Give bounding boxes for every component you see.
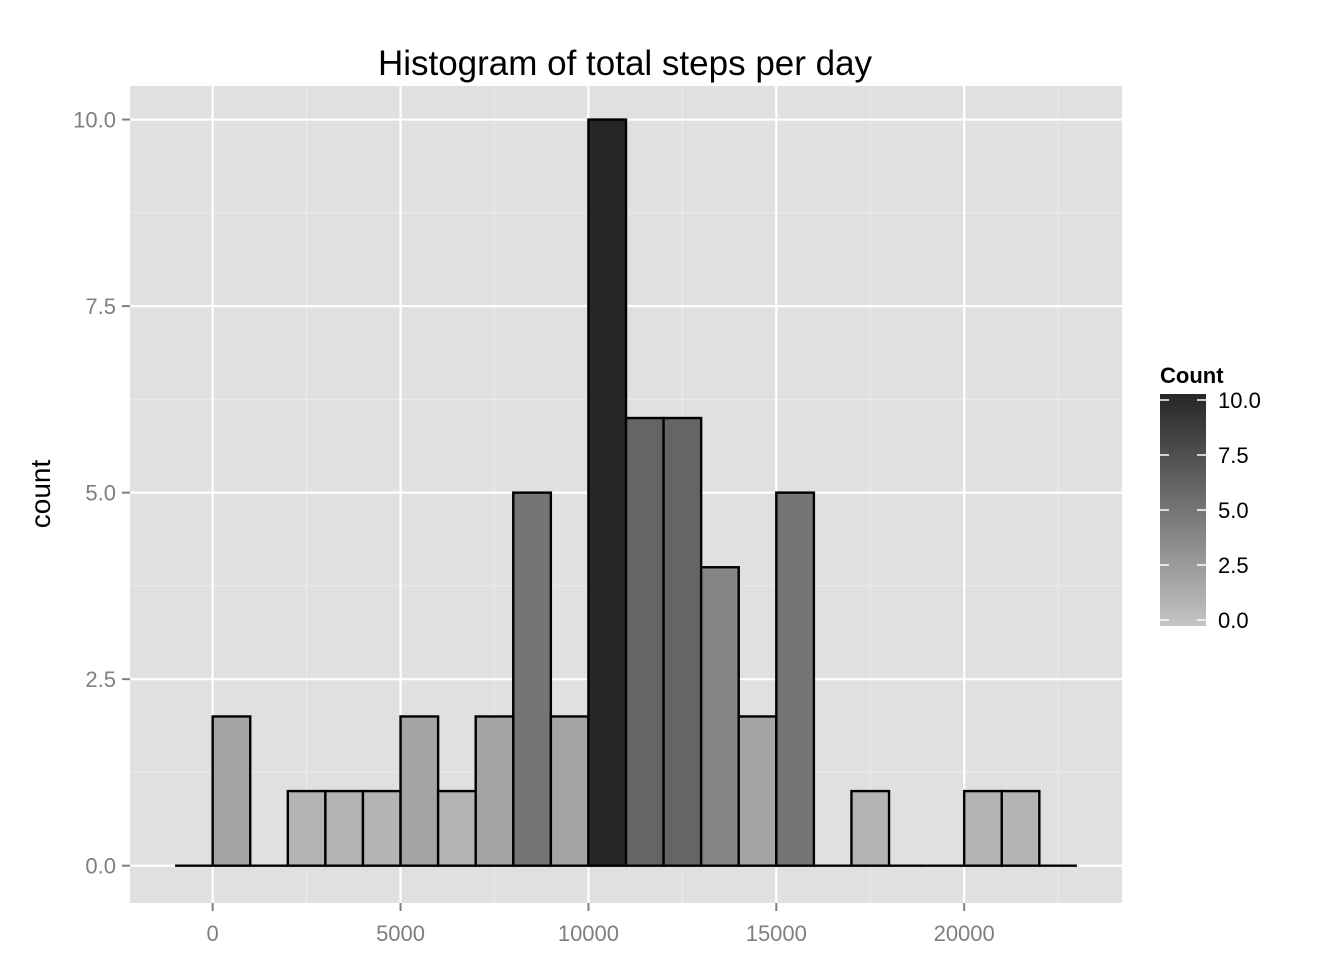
histogram-bar xyxy=(850,789,891,867)
y-tick-label: 10.0 xyxy=(73,108,116,133)
x-axis: 0 5000 10000 15000 20000 xyxy=(207,903,995,946)
y-tick-label: 5.0 xyxy=(85,481,116,506)
legend-ticks: 0.0 2.5 5.0 7.5 10.0 xyxy=(1160,388,1261,633)
histogram-bar xyxy=(512,491,553,867)
histogram-bar xyxy=(662,416,703,867)
histogram-bar xyxy=(737,715,778,867)
y-tick-label: 0.0 xyxy=(85,854,116,879)
histogram-bar xyxy=(549,715,590,867)
histogram-bar xyxy=(962,789,1003,867)
legend-tick-label: 7.5 xyxy=(1218,443,1249,468)
histogram-bar xyxy=(775,491,816,867)
y-tick-label: 7.5 xyxy=(85,294,116,319)
x-tick-label: 15000 xyxy=(746,921,807,946)
histogram-bar xyxy=(399,715,440,867)
histogram-bar xyxy=(361,789,402,867)
x-tick-label: 10000 xyxy=(558,921,619,946)
y-tick-label: 2.5 xyxy=(85,667,116,692)
x-tick-label: 0 xyxy=(207,921,219,946)
histogram-bar xyxy=(324,789,365,867)
legend-tick-label: 10.0 xyxy=(1218,388,1261,413)
legend-tick-label: 0.0 xyxy=(1218,608,1249,633)
histogram-bar xyxy=(699,566,740,867)
count-legend: Count 0.0 2.5 5.0 7.5 10.0 xyxy=(1160,363,1261,633)
legend-tick-label: 2.5 xyxy=(1218,553,1249,578)
histogram-bar xyxy=(624,416,665,867)
histogram-bar xyxy=(286,789,327,867)
histogram-bar xyxy=(436,789,477,867)
histogram-bar xyxy=(587,118,628,867)
legend-tick-label: 5.0 xyxy=(1218,498,1249,523)
y-axis-title: count xyxy=(25,460,56,529)
histogram-bar xyxy=(1000,789,1041,867)
x-tick-label: 5000 xyxy=(376,921,425,946)
x-tick-label: 20000 xyxy=(934,921,995,946)
histogram-bar xyxy=(211,715,252,867)
histogram-bar xyxy=(474,715,515,867)
chart-title: Histogram of total steps per day xyxy=(378,44,873,83)
y-axis: 0.0 2.5 5.0 7.5 10.0 xyxy=(73,108,130,879)
legend-title: Count xyxy=(1160,363,1224,388)
histogram-bars xyxy=(175,118,1077,867)
